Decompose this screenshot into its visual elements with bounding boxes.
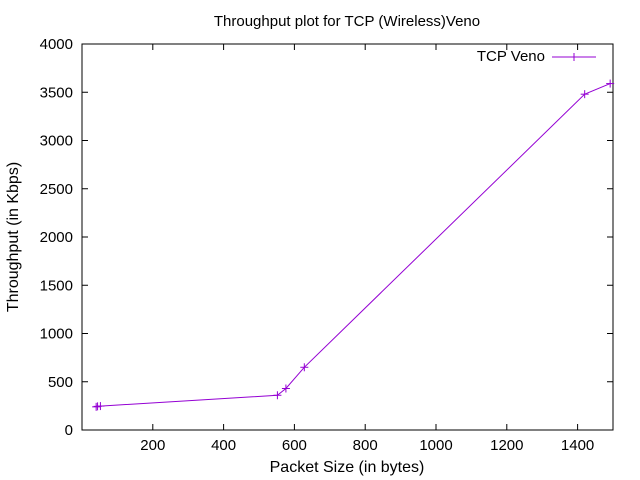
y-tick-label: 3500 <box>40 84 73 101</box>
y-tick-label: 3000 <box>40 133 73 150</box>
y-tick-label: 2000 <box>40 229 73 246</box>
legend-label-tcp-veno: TCP Veno <box>477 48 545 65</box>
x-tick-label: 1400 <box>561 437 594 454</box>
y-tick-label: 4000 <box>40 36 73 53</box>
chart-title: Throughput plot for TCP (Wireless)Veno <box>214 13 480 30</box>
y-tick-label: 0 <box>65 422 73 439</box>
plot-frame <box>81 43 614 431</box>
legend-marker-tcp-veno <box>570 53 578 61</box>
data-point-marker <box>606 79 615 88</box>
data-point-marker <box>300 363 309 372</box>
legend: TCP Veno <box>477 48 596 65</box>
x-tick-label: 200 <box>140 437 165 454</box>
data-point-marker <box>96 402 105 411</box>
data-point-marker <box>281 384 290 393</box>
series-line <box>96 83 611 408</box>
x-tick-label: 1000 <box>419 437 452 454</box>
data-point-marker <box>580 90 589 99</box>
y-tick-label: 500 <box>48 374 73 391</box>
legend-plus-marker <box>570 53 578 61</box>
x-tick-label: 800 <box>353 437 378 454</box>
series-layer <box>92 79 615 411</box>
data-point-marker <box>273 391 282 400</box>
x-tick-label: 400 <box>211 437 236 454</box>
y-tick-label: 1500 <box>40 277 73 294</box>
x-axis-label: Packet Size (in bytes) <box>270 459 425 476</box>
y-axis-label: Throughput (in Kbps) <box>5 162 22 312</box>
tick-marks <box>82 43 613 431</box>
x-tick-label: 600 <box>282 437 307 454</box>
tick-labels: 200 400 600 800 1000 1200 1400 0 500 1000 1500 2000… <box>40 36 595 454</box>
y-tick-label: 2500 <box>40 181 73 198</box>
x-tick-label: 1200 <box>490 437 523 454</box>
y-tick-label: 1000 <box>40 326 73 343</box>
